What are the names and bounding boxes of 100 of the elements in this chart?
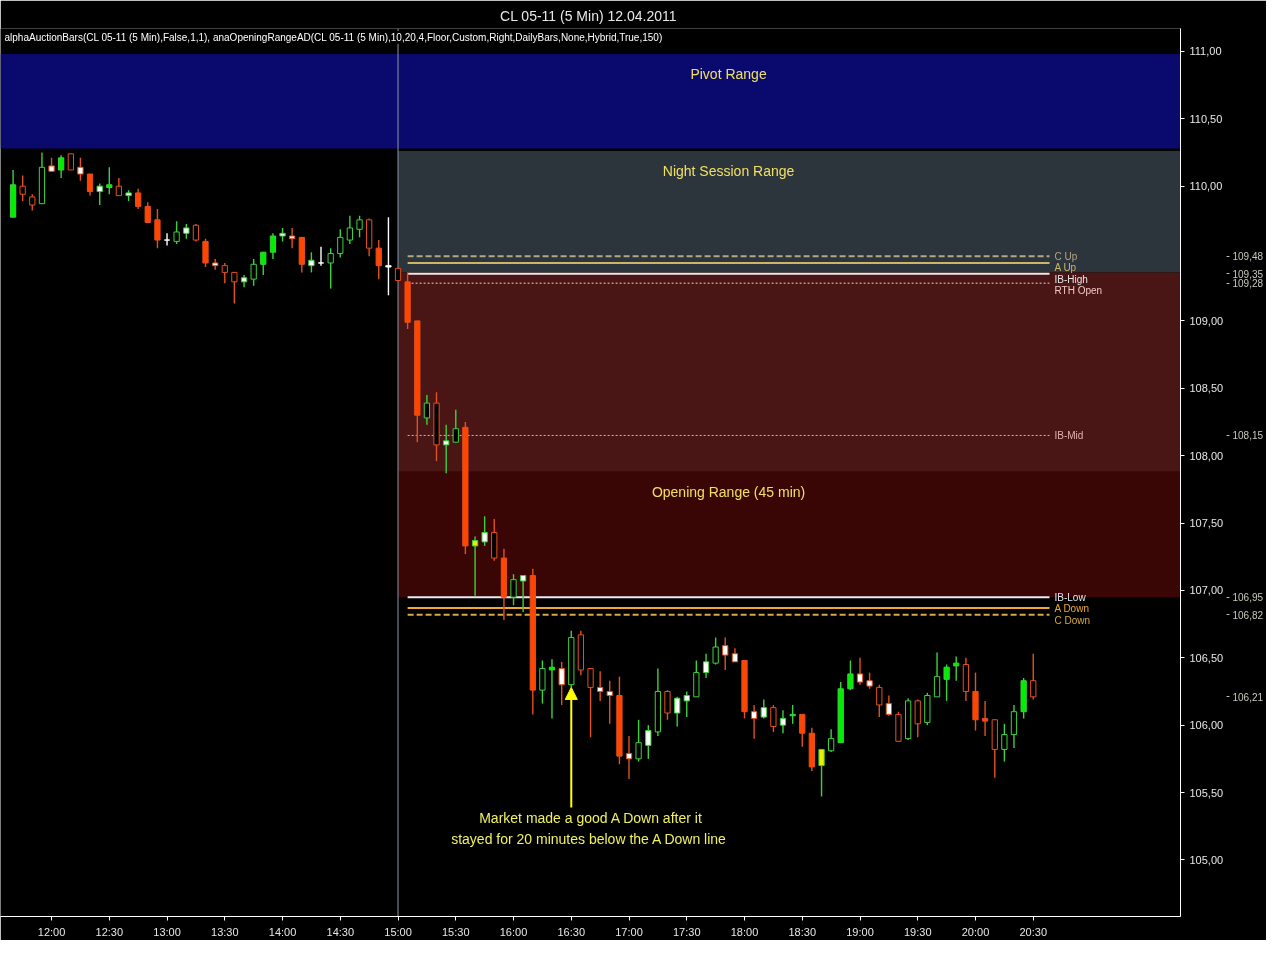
candlestick [943,663,950,702]
candlestick [221,262,228,284]
candlestick [356,215,363,239]
candlestick [260,251,267,276]
candlestick [1010,704,1018,749]
x-tick-label: 13:00 [153,925,181,938]
x-tick-label: 13:30 [211,925,239,938]
x-tick-label: 17:30 [673,925,701,938]
candlestick [288,227,296,249]
y-tick-label: 111,00 [1189,45,1222,58]
candlestick [558,661,565,706]
candlestick [635,719,642,763]
y-tick-label: 106,00 [1189,719,1224,732]
candlestick [375,239,382,280]
candlestick [202,238,209,268]
ref-line-label: A Up [1054,262,1077,274]
x-tick-label: 12:00 [37,925,66,938]
y-tick-label: 105,50 [1189,786,1224,799]
x-tick-label: 20:30 [1019,925,1048,938]
y2-tick-label: 109,35 [1232,268,1264,280]
ref-line-label: RTH Open [1054,285,1103,297]
candlestick [799,713,806,748]
x-tick-label: 19:30 [903,925,932,938]
y-tick-label: 109,00 [1189,314,1224,327]
annotation: Market made a good A Down after it stayed for 20 minutes below the A Down line [451,810,727,848]
candlestick [722,636,729,671]
candlestick [135,188,142,210]
candlestick [327,247,334,290]
candlestick [510,573,517,606]
candlestick [1001,723,1008,763]
candlestick [443,423,450,474]
candlestick [154,208,161,249]
candlestick [231,271,238,305]
candlestick [317,246,325,267]
candlestick [606,679,613,725]
candlestick [539,659,546,705]
candlestick [597,670,604,702]
band-label: Pivot Range [690,66,767,83]
x-tick-label: 18:00 [730,925,759,938]
ref-line-label: C Up [1054,250,1078,262]
ref-line-label: IB-Mid [1054,429,1084,441]
candlestick [674,696,681,728]
chart-title: CL 05-11 (5 Min) 12.04.2011 [500,7,677,24]
candlestick [856,657,864,686]
candlestick [519,574,527,613]
candlestick [664,689,671,721]
y2-tick-label: 106,82 [1232,609,1264,621]
x-tick-label: 20:00 [961,925,990,938]
candlestick [885,694,893,717]
y-tick-label: 110,50 [1189,112,1223,125]
candlestick [86,173,94,197]
candlestick [346,215,353,245]
candlestick [163,232,171,247]
x-tick-label: 18:30 [788,925,817,938]
candlestick [77,157,84,182]
candlestick [712,636,719,666]
candlestick [471,535,479,597]
candlestick [828,728,835,753]
y2-tick-label: 108,15 [1232,430,1264,442]
x-tick-label: 16:00 [499,925,528,938]
x-tick-label: 15:00 [384,925,412,938]
candlestick [385,216,392,296]
candlestick [452,409,459,443]
y2-tick-label: 109,48 [1232,251,1264,263]
candlestick [337,228,344,259]
candlestick [1030,653,1037,701]
candlestick [876,684,883,718]
candlestick [683,690,690,718]
candlestick [106,166,113,195]
y-tick-label: 110,00 [1189,180,1223,193]
candlestick [423,394,431,426]
ref-line-label: IB-High [1054,273,1088,285]
y-tick-label: 108,50 [1189,382,1224,395]
x-tick-label: 19:00 [846,925,874,938]
x-tick-label: 17:00 [615,925,643,938]
candlestick [914,698,921,738]
candlestick [847,659,854,691]
candlestick [933,651,941,698]
candlestick [981,700,989,737]
candlestick [548,658,556,720]
candlestick [818,748,825,798]
candlestick [19,174,26,202]
ref-line-label: A Down [1054,603,1089,615]
x-tick-label: 14:30 [326,925,355,938]
x-tick-label: 15:30 [442,925,470,938]
candlestick [770,704,777,733]
candlestick [173,220,180,245]
candlestick [481,515,488,547]
y2-tick-label: 109,28 [1232,278,1264,290]
ref-line-label: C Down [1054,614,1091,626]
y2-tick-label: 106,21 [1232,691,1264,703]
candlestick [58,154,65,179]
x-tick-label: 16:30 [557,925,586,938]
band-label: Night Session Range [662,163,795,180]
candlestick [702,653,710,679]
y-tick-label: 107,00 [1189,584,1224,597]
candlestick [96,182,103,206]
candlestick [779,709,787,734]
candlestick [750,704,758,740]
chart-subtitle: alphaAuctionBars(CL 05-11 (5 Min),False,1,1), anaOpeningRangeAD(CL 05-11 (5 Min),10,20,4,Floor,Custom,Right,DailyBars,None,Hybrid,True,150) [4,32,663,43]
